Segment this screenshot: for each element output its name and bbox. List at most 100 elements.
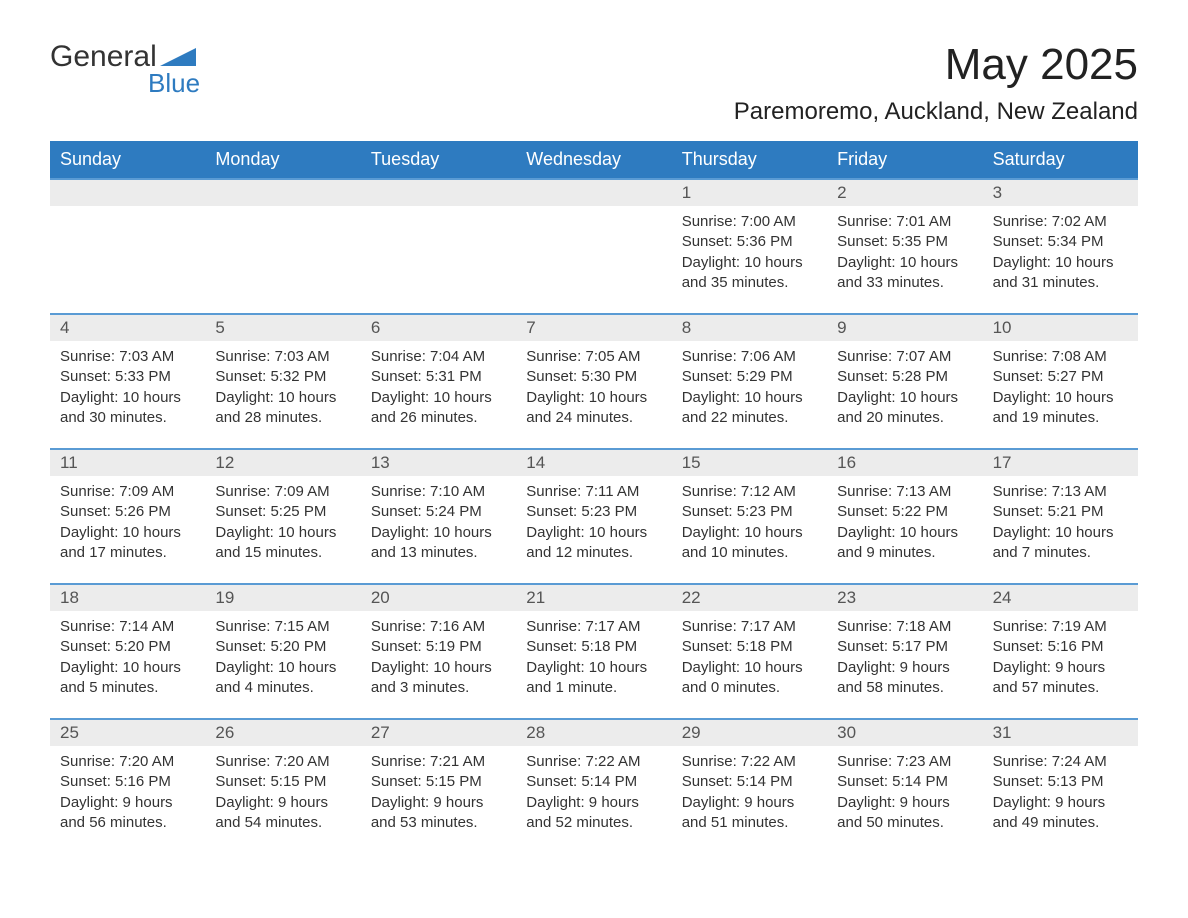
sunrise: Sunrise: 7:10 AM [371, 482, 506, 502]
day-cell: 16Sunrise: 7:13 AMSunset: 5:22 PMDayligh… [827, 450, 982, 563]
location: Paremoremo, Auckland, New Zealand [734, 98, 1138, 126]
day-body: Sunrise: 7:06 AMSunset: 5:29 PMDaylight:… [672, 341, 827, 428]
sunrise: Sunrise: 7:08 AM [993, 347, 1128, 367]
daylight: Daylight: 10 hours and 19 minutes. [993, 388, 1128, 429]
day-number: 14 [516, 450, 671, 476]
day-number: 21 [516, 585, 671, 611]
daylight: Daylight: 10 hours and 24 minutes. [526, 388, 661, 429]
sunrise: Sunrise: 7:20 AM [60, 752, 195, 772]
day-number: 4 [50, 315, 205, 341]
day-cell: 2Sunrise: 7:01 AMSunset: 5:35 PMDaylight… [827, 180, 982, 293]
sunset: Sunset: 5:23 PM [682, 502, 817, 522]
sunrise: Sunrise: 7:14 AM [60, 617, 195, 637]
day-body: Sunrise: 7:09 AMSunset: 5:25 PMDaylight:… [205, 476, 360, 563]
day-body: Sunrise: 7:12 AMSunset: 5:23 PMDaylight:… [672, 476, 827, 563]
day-body: Sunrise: 7:02 AMSunset: 5:34 PMDaylight:… [983, 206, 1138, 293]
day-number: 17 [983, 450, 1138, 476]
daylight: Daylight: 10 hours and 0 minutes. [682, 658, 817, 699]
sunset: Sunset: 5:26 PM [60, 502, 195, 522]
day-cell: 18Sunrise: 7:14 AMSunset: 5:20 PMDayligh… [50, 585, 205, 698]
sunrise: Sunrise: 7:20 AM [215, 752, 350, 772]
sunrise: Sunrise: 7:03 AM [215, 347, 350, 367]
day-number: 22 [672, 585, 827, 611]
sunset: Sunset: 5:17 PM [837, 637, 972, 657]
daylight: Daylight: 9 hours and 54 minutes. [215, 793, 350, 834]
day-number: 28 [516, 720, 671, 746]
day-number: 13 [361, 450, 516, 476]
sunrise: Sunrise: 7:16 AM [371, 617, 506, 637]
daylight: Daylight: 9 hours and 53 minutes. [371, 793, 506, 834]
sunset: Sunset: 5:21 PM [993, 502, 1128, 522]
day-body: Sunrise: 7:03 AMSunset: 5:32 PMDaylight:… [205, 341, 360, 428]
day-cell [516, 180, 671, 293]
day-cell: 24Sunrise: 7:19 AMSunset: 5:16 PMDayligh… [983, 585, 1138, 698]
day-number: 1 [672, 180, 827, 206]
logo: General Blue [50, 40, 200, 99]
dow-header: Sunday [50, 141, 205, 178]
title-block: May 2025 Paremoremo, Auckland, New Zeala… [734, 40, 1138, 126]
day-body [361, 206, 516, 212]
day-number: 7 [516, 315, 671, 341]
day-body: Sunrise: 7:22 AMSunset: 5:14 PMDaylight:… [672, 746, 827, 833]
day-number: 12 [205, 450, 360, 476]
daylight: Daylight: 9 hours and 52 minutes. [526, 793, 661, 834]
day-body: Sunrise: 7:09 AMSunset: 5:26 PMDaylight:… [50, 476, 205, 563]
dow-header: Friday [827, 141, 982, 178]
month-title: May 2025 [734, 40, 1138, 90]
day-body: Sunrise: 7:05 AMSunset: 5:30 PMDaylight:… [516, 341, 671, 428]
sunset: Sunset: 5:18 PM [526, 637, 661, 657]
daylight: Daylight: 10 hours and 28 minutes. [215, 388, 350, 429]
day-body: Sunrise: 7:01 AMSunset: 5:35 PMDaylight:… [827, 206, 982, 293]
daylight: Daylight: 10 hours and 15 minutes. [215, 523, 350, 564]
sunrise: Sunrise: 7:13 AM [837, 482, 972, 502]
day-number: 8 [672, 315, 827, 341]
day-body: Sunrise: 7:07 AMSunset: 5:28 PMDaylight:… [827, 341, 982, 428]
daylight: Daylight: 10 hours and 7 minutes. [993, 523, 1128, 564]
sunrise: Sunrise: 7:06 AM [682, 347, 817, 367]
day-cell: 30Sunrise: 7:23 AMSunset: 5:14 PMDayligh… [827, 720, 982, 833]
day-body: Sunrise: 7:17 AMSunset: 5:18 PMDaylight:… [672, 611, 827, 698]
dow-header: Saturday [983, 141, 1138, 178]
sunrise: Sunrise: 7:22 AM [682, 752, 817, 772]
day-body: Sunrise: 7:08 AMSunset: 5:27 PMDaylight:… [983, 341, 1138, 428]
day-body: Sunrise: 7:13 AMSunset: 5:21 PMDaylight:… [983, 476, 1138, 563]
day-body: Sunrise: 7:03 AMSunset: 5:33 PMDaylight:… [50, 341, 205, 428]
sunset: Sunset: 5:29 PM [682, 367, 817, 387]
day-number: 15 [672, 450, 827, 476]
sunrise: Sunrise: 7:01 AM [837, 212, 972, 232]
sunset: Sunset: 5:36 PM [682, 232, 817, 252]
day-number: 5 [205, 315, 360, 341]
sunset: Sunset: 5:15 PM [215, 772, 350, 792]
day-number: 25 [50, 720, 205, 746]
day-number: 2 [827, 180, 982, 206]
day-cell: 23Sunrise: 7:18 AMSunset: 5:17 PMDayligh… [827, 585, 982, 698]
sunset: Sunset: 5:32 PM [215, 367, 350, 387]
daylight: Daylight: 9 hours and 57 minutes. [993, 658, 1128, 699]
daylight: Daylight: 9 hours and 50 minutes. [837, 793, 972, 834]
day-number: 29 [672, 720, 827, 746]
day-cell [50, 180, 205, 293]
day-body: Sunrise: 7:23 AMSunset: 5:14 PMDaylight:… [827, 746, 982, 833]
day-number: 3 [983, 180, 1138, 206]
sunrise: Sunrise: 7:04 AM [371, 347, 506, 367]
sunrise: Sunrise: 7:19 AM [993, 617, 1128, 637]
dow-header: Tuesday [361, 141, 516, 178]
day-number [205, 180, 360, 206]
day-number: 19 [205, 585, 360, 611]
day-cell: 10Sunrise: 7:08 AMSunset: 5:27 PMDayligh… [983, 315, 1138, 428]
day-number [361, 180, 516, 206]
day-number: 20 [361, 585, 516, 611]
week-row: 11Sunrise: 7:09 AMSunset: 5:26 PMDayligh… [50, 448, 1138, 583]
day-cell: 6Sunrise: 7:04 AMSunset: 5:31 PMDaylight… [361, 315, 516, 428]
daylight: Daylight: 10 hours and 17 minutes. [60, 523, 195, 564]
sunrise: Sunrise: 7:02 AM [993, 212, 1128, 232]
daylight: Daylight: 10 hours and 26 minutes. [371, 388, 506, 429]
sunset: Sunset: 5:18 PM [682, 637, 817, 657]
day-number: 16 [827, 450, 982, 476]
daylight: Daylight: 10 hours and 12 minutes. [526, 523, 661, 564]
day-body: Sunrise: 7:21 AMSunset: 5:15 PMDaylight:… [361, 746, 516, 833]
day-body: Sunrise: 7:16 AMSunset: 5:19 PMDaylight:… [361, 611, 516, 698]
logo-text-general: General [50, 40, 157, 74]
day-body: Sunrise: 7:20 AMSunset: 5:16 PMDaylight:… [50, 746, 205, 833]
daylight: Daylight: 10 hours and 31 minutes. [993, 253, 1128, 294]
